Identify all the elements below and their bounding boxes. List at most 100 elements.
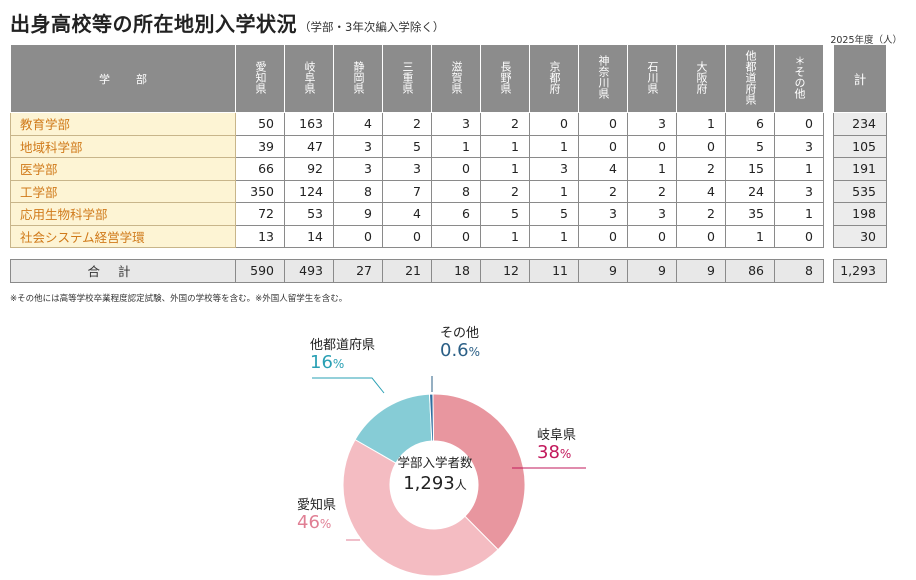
row-total-cell: 535 — [833, 179, 887, 203]
sum-value-cell: 18 — [431, 259, 481, 283]
sum-value-cell: 493 — [284, 259, 334, 283]
value-cell: 3 — [774, 134, 824, 158]
unit-note: 2025年度（人） — [830, 35, 902, 46]
value-cell: 5 — [480, 202, 530, 226]
value-cell: 0 — [333, 224, 383, 248]
leader-lines — [312, 376, 586, 541]
header-pref: 愛知県 — [235, 44, 285, 113]
header-pref-label: 神奈川県 — [597, 55, 610, 99]
value-cell: 2 — [578, 179, 628, 203]
value-cell: 1 — [774, 157, 824, 181]
value-cell: 47 — [284, 134, 334, 158]
value-cell: 0 — [578, 134, 628, 158]
slice-label-pct: 0.6% — [440, 341, 480, 362]
value-cell: 0 — [774, 224, 824, 248]
value-cell: 4 — [382, 202, 432, 226]
header-pref: 長野県 — [480, 44, 530, 113]
value-cell: 35 — [725, 202, 775, 226]
pct-value: 0.6 — [440, 340, 469, 361]
header-pref-label: 大阪府 — [695, 60, 708, 94]
sum-value-cell: 9 — [578, 259, 628, 283]
value-cell: 8 — [333, 179, 383, 203]
donut-chart — [312, 376, 586, 577]
value-cell: 3 — [431, 112, 481, 136]
column-gap — [824, 225, 834, 248]
dept-cell: 社会システム経営学環 — [10, 224, 236, 248]
table-row: 社会システム経営学環 13 14 0 0 0 1 1 0 0 0 1 0 30 — [10, 224, 887, 248]
header-pref: 石川県 — [627, 44, 677, 113]
value-cell: 3 — [333, 157, 383, 181]
table-row: 応用生物科学部 72 53 9 4 6 5 5 3 3 2 35 1 198 — [10, 202, 887, 226]
value-cell: 6 — [725, 112, 775, 136]
value-cell: 0 — [627, 224, 677, 248]
column-gap — [824, 135, 834, 158]
header-pref: 三重県 — [382, 44, 432, 113]
header-pref: 神奈川県 — [578, 44, 628, 113]
center-value-wrap: 1,293人 — [385, 473, 485, 494]
sum-label-cell: 合計 — [10, 259, 236, 283]
value-cell: 0 — [431, 157, 481, 181]
slice-label-pct: 38% — [537, 443, 576, 464]
enrollment-table: 学部 愛知県 岐阜県 静岡県 三重県 滋賀県 長野県 京都府 神奈川県 石川県 … — [10, 44, 887, 283]
value-cell: 1 — [529, 224, 579, 248]
slice-label-pct: 46% — [297, 513, 336, 534]
value-cell: 3 — [627, 202, 677, 226]
table-spacer — [11, 248, 887, 260]
slice-label-name: 愛知県 — [297, 498, 337, 513]
pct-unit: % — [559, 447, 572, 461]
value-cell: 1 — [676, 112, 726, 136]
value-cell: 8 — [431, 179, 481, 203]
value-cell: 0 — [676, 224, 726, 248]
value-cell: 1 — [725, 224, 775, 248]
value-cell: 0 — [774, 112, 824, 136]
table-row: 教育学部 50 163 4 2 3 2 0 0 3 1 6 0 234 — [10, 112, 887, 136]
donut-slice — [432, 393, 526, 551]
donut-slice — [342, 438, 499, 577]
pct-value: 46 — [297, 512, 320, 533]
value-cell: 13 — [235, 224, 285, 248]
value-cell: 124 — [284, 179, 334, 203]
label-others: その他 0.6% — [440, 322, 480, 362]
row-total-cell: 198 — [833, 202, 887, 226]
table-row: 医学部 66 92 3 3 0 1 3 4 1 2 15 1 191 — [10, 157, 887, 181]
value-cell: 5 — [529, 202, 579, 226]
header-pref: 大阪府 — [676, 44, 726, 113]
value-cell: 24 — [725, 179, 775, 203]
center-label: 学部入学者数 — [397, 455, 473, 470]
value-cell: 15 — [725, 157, 775, 181]
pct-unit: % — [319, 517, 332, 531]
header-pref-label: 長野県 — [499, 60, 512, 94]
value-cell: 0 — [431, 224, 481, 248]
center-unit: 人 — [454, 478, 467, 492]
value-cell: 0 — [382, 224, 432, 248]
value-cell: 2 — [676, 202, 726, 226]
value-cell: 92 — [284, 157, 334, 181]
value-cell: 50 — [235, 112, 285, 136]
header-pref-label: 滋賀県 — [450, 60, 463, 94]
donut-slice — [428, 393, 434, 442]
value-cell: 3 — [382, 157, 432, 181]
value-cell: 3 — [333, 134, 383, 158]
value-cell: 0 — [676, 134, 726, 158]
sum-value-cell: 9 — [627, 259, 677, 283]
value-cell: 1 — [431, 134, 481, 158]
value-cell: 39 — [235, 134, 285, 158]
grand-total-cell: 1,293 — [833, 259, 887, 283]
header-pref: 京都府 — [529, 44, 579, 113]
title-subtitle: （学部・3年次編入学除く） — [299, 20, 445, 34]
table-row: 工学部 350 124 8 7 8 2 1 2 2 4 24 3 535 — [10, 179, 887, 203]
table-body: 教育学部 50 163 4 2 3 2 0 0 3 1 6 0 234 地域科学部 39 47 3 5 1 1 1 0 0 0 5… — [10, 112, 887, 283]
slice-label-name: 他都道府県 — [310, 338, 376, 353]
value-cell: 14 — [284, 224, 334, 248]
header-pref-label: 静岡県 — [352, 60, 365, 94]
column-gap — [824, 203, 834, 226]
slice-label-name: その他 — [440, 326, 480, 341]
page-title: 出身高校等の所在地別入学状況 （学部・3年次編入学除く） — [10, 8, 444, 37]
sum-value-cell: 86 — [725, 259, 775, 283]
header-pref: 岐阜県 — [284, 44, 334, 113]
sum-value-cell: 9 — [676, 259, 726, 283]
dept-cell: 応用生物科学部 — [10, 202, 236, 226]
dept-cell: 地域科学部 — [10, 134, 236, 158]
column-gap — [824, 158, 834, 181]
pct-unit: % — [468, 345, 481, 359]
